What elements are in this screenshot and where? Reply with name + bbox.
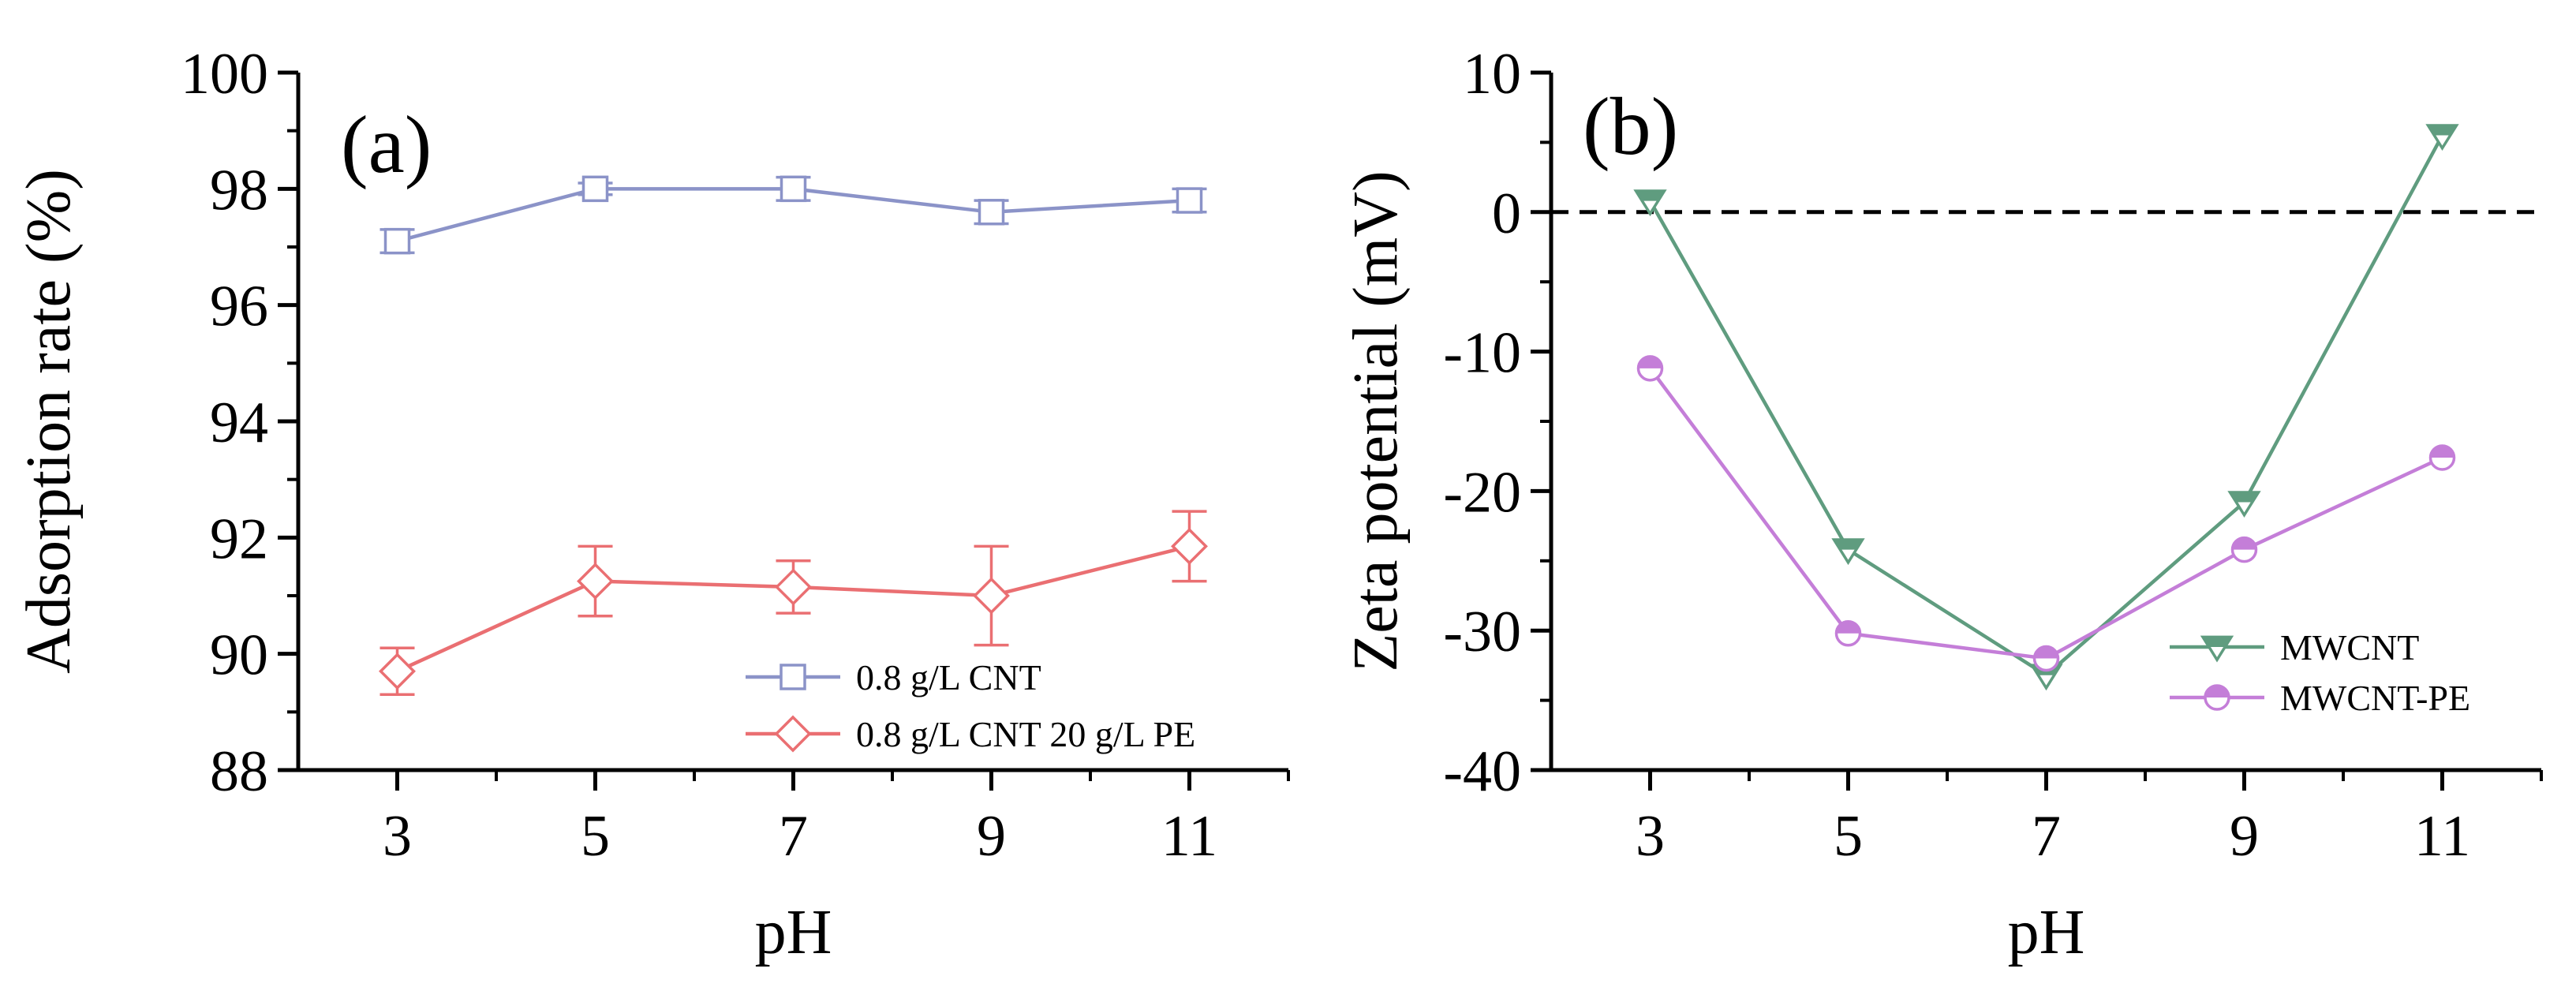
y-tick-label: 0	[1492, 181, 1521, 246]
data-point	[775, 568, 812, 606]
x-tick-label: 9	[977, 804, 1006, 869]
x-axis-title: pH	[755, 898, 832, 967]
y-tick-label: 94	[210, 391, 268, 455]
panel-label: (a)	[341, 99, 432, 190]
legend-marker-fill	[2203, 637, 2231, 647]
data-point-fill	[2430, 445, 2454, 458]
y-tick-label: 100	[181, 42, 268, 107]
series-1	[1636, 355, 2456, 672]
data-point-fill	[1638, 356, 1662, 368]
legend-marker-fill	[2205, 686, 2229, 697]
panel-b-zeta-potential-chart: -40 -30 -20 -10 0 10 3 5 7 9 11 pH Zeta potential (m…	[1341, 42, 2543, 967]
y-tick-label: -10	[1443, 321, 1521, 386]
y-tick-label: 92	[210, 507, 268, 571]
panel-label: (b)	[1583, 81, 1678, 172]
legend-label: 0.8 g/L CNT	[856, 657, 1041, 697]
series-line	[1648, 134, 2444, 678]
y-tick-label: -30	[1443, 600, 1521, 664]
panel-a-adsorption-rate-chart: 88 90 92 94 96 98 100 3 5 7 9 11 pH Adsorption rate (…	[14, 42, 1290, 967]
data-point	[379, 653, 416, 690]
data-point-fill	[2428, 125, 2457, 136]
series-1	[379, 510, 1208, 696]
data-point-fill	[2232, 537, 2256, 550]
y-tick-label: 96	[210, 275, 268, 339]
data-point	[383, 227, 411, 255]
y-tick-label: 90	[210, 623, 268, 688]
y-axis-title: Adsorption rate (%)	[14, 169, 84, 674]
x-tick-label: 7	[2032, 804, 2061, 869]
data-point	[581, 175, 609, 203]
y-axis-title: Zeta potential (mV)	[1341, 170, 1411, 671]
x-tick-label: 11	[1161, 804, 1217, 869]
series-0	[379, 175, 1207, 255]
x-tick-label: 5	[1834, 804, 1863, 869]
y-tick-label: 10	[1463, 42, 1521, 107]
legend-marker	[780, 664, 806, 690]
data-point-fill	[2034, 646, 2058, 659]
data-point-fill	[1834, 540, 1863, 550]
data-point-fill	[1836, 621, 1860, 634]
data-point	[978, 199, 1005, 226]
data-point	[973, 577, 1010, 615]
legend-label: 0.8 g/L CNT 20 g/L PE	[856, 714, 1195, 754]
x-axis-title: pH	[2008, 898, 2085, 967]
y-tick-label: 88	[210, 739, 268, 804]
x-tick-label: 3	[383, 804, 412, 869]
x-tick-label: 9	[2230, 804, 2259, 869]
data-point	[1176, 187, 1203, 214]
series-0	[1633, 124, 2459, 691]
legend-marker	[774, 715, 812, 753]
legend-label: MWCNT	[2280, 627, 2419, 668]
legend-label: MWCNT-PE	[2280, 678, 2470, 718]
data-point-fill	[1636, 191, 1665, 201]
data-point	[577, 563, 614, 600]
y-tick-label: -20	[1443, 460, 1521, 525]
y-tick-label: -40	[1443, 739, 1521, 804]
data-point	[1171, 527, 1208, 565]
x-tick-label: 7	[779, 804, 808, 869]
data-point	[780, 175, 807, 203]
x-tick-label: 3	[1636, 804, 1665, 869]
y-tick-label: 98	[210, 158, 268, 223]
x-tick-label: 5	[581, 804, 610, 869]
data-point-fill	[2230, 492, 2259, 503]
x-tick-label: 11	[2414, 804, 2470, 869]
